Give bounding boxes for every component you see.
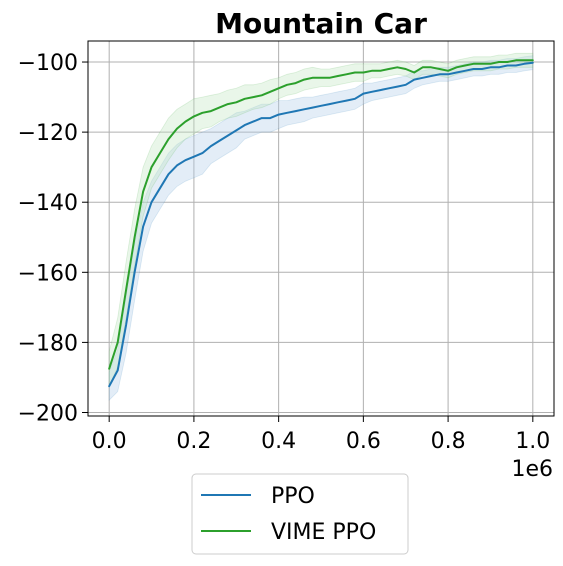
- confidence-bands: [108, 52, 534, 402]
- legend: PPO VIME PPO: [191, 473, 409, 555]
- series-line-1: [108, 61, 534, 388]
- y-axis-ticks: −200 −180 −160 −140 −120 −100: [18, 51, 88, 426]
- x-axis-offset-label: 1e6: [511, 457, 553, 482]
- y-tick-label: −100: [18, 51, 78, 76]
- x-tick-label: 0.6: [346, 429, 381, 454]
- x-tick-label: 0.0: [92, 429, 127, 454]
- grid-lines: [88, 41, 554, 416]
- y-tick-label: −140: [18, 191, 78, 216]
- x-tick-label: 0.2: [176, 429, 211, 454]
- y-tick-label: −160: [18, 261, 78, 286]
- y-tick-label: −200: [18, 401, 78, 426]
- chart-title: Mountain Car: [215, 7, 427, 40]
- legend-items: PPO VIME PPO: [201, 484, 376, 545]
- x-tick-label: 1.0: [515, 429, 550, 454]
- confidence-band-1: [108, 55, 534, 402]
- series-line-2: [108, 59, 534, 370]
- plot-frame: [87, 40, 555, 417]
- y-tick-label: −120: [18, 121, 78, 146]
- legend-label-1: PPO: [271, 484, 315, 509]
- x-tick-label: 0.8: [431, 429, 466, 454]
- x-axis-ticks: 0.0 0.2 0.4 0.6 0.8 1.0: [92, 416, 550, 454]
- legend-label-2: VIME PPO: [271, 520, 376, 545]
- y-tick-label: −180: [18, 331, 78, 356]
- x-tick-label: 0.4: [261, 429, 296, 454]
- confidence-band-2: [108, 52, 534, 387]
- series-lines: [108, 59, 534, 388]
